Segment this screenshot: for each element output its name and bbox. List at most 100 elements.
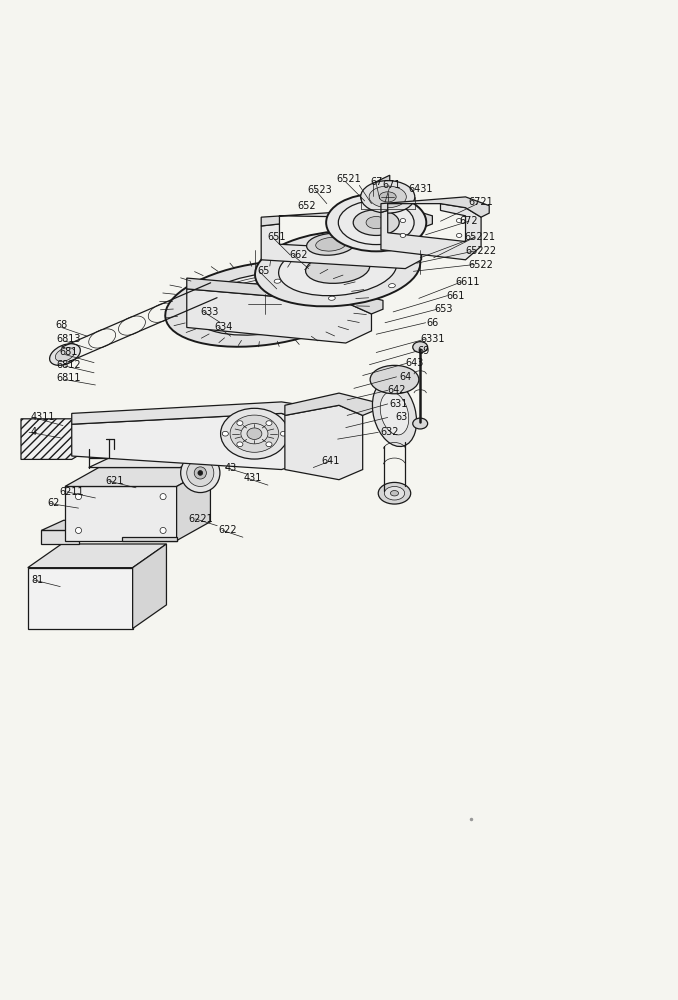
Ellipse shape — [369, 186, 406, 208]
Polygon shape — [28, 568, 133, 629]
Polygon shape — [373, 175, 390, 196]
Polygon shape — [261, 217, 422, 269]
Text: 662: 662 — [289, 250, 308, 260]
Ellipse shape — [274, 279, 281, 283]
Ellipse shape — [255, 231, 420, 306]
Ellipse shape — [281, 431, 287, 436]
Ellipse shape — [372, 380, 416, 447]
Ellipse shape — [180, 453, 220, 493]
Ellipse shape — [340, 237, 347, 241]
Text: 633: 633 — [200, 307, 218, 317]
Ellipse shape — [400, 219, 405, 223]
Polygon shape — [381, 204, 481, 260]
Ellipse shape — [165, 261, 364, 347]
Ellipse shape — [192, 272, 337, 335]
Ellipse shape — [266, 442, 272, 447]
Text: 66: 66 — [426, 318, 439, 328]
Text: 622: 622 — [218, 525, 237, 535]
Ellipse shape — [395, 254, 401, 258]
Text: 6521: 6521 — [337, 174, 361, 184]
Ellipse shape — [212, 301, 220, 309]
Text: 6522: 6522 — [468, 260, 494, 270]
Polygon shape — [89, 458, 200, 468]
Polygon shape — [200, 273, 254, 317]
Ellipse shape — [380, 392, 409, 435]
Ellipse shape — [326, 194, 426, 251]
Ellipse shape — [194, 467, 206, 479]
Text: 68: 68 — [56, 320, 68, 330]
Text: 632: 632 — [380, 427, 399, 437]
Text: 621: 621 — [105, 476, 123, 486]
Ellipse shape — [247, 428, 262, 439]
Ellipse shape — [56, 348, 75, 361]
Ellipse shape — [186, 459, 214, 486]
Polygon shape — [28, 544, 167, 568]
Ellipse shape — [280, 249, 287, 254]
Ellipse shape — [200, 280, 227, 300]
Ellipse shape — [306, 233, 355, 255]
Ellipse shape — [353, 210, 399, 235]
Text: 672: 672 — [460, 216, 478, 226]
Text: 652: 652 — [297, 201, 316, 211]
Ellipse shape — [366, 216, 386, 229]
Ellipse shape — [306, 254, 370, 283]
Text: 6221: 6221 — [188, 514, 213, 524]
Ellipse shape — [230, 415, 279, 452]
Text: 6523: 6523 — [308, 185, 332, 195]
Ellipse shape — [413, 418, 428, 429]
Polygon shape — [186, 289, 372, 343]
Polygon shape — [133, 544, 167, 629]
Ellipse shape — [391, 491, 399, 496]
Text: 6431: 6431 — [408, 184, 433, 194]
Ellipse shape — [241, 424, 268, 444]
Ellipse shape — [75, 527, 81, 533]
Ellipse shape — [400, 233, 405, 237]
Text: 634: 634 — [215, 322, 233, 332]
Ellipse shape — [160, 494, 166, 500]
Ellipse shape — [220, 408, 288, 459]
Text: 6331: 6331 — [420, 334, 445, 344]
Polygon shape — [381, 197, 490, 217]
Ellipse shape — [378, 482, 411, 504]
Polygon shape — [285, 393, 374, 415]
Polygon shape — [72, 402, 325, 424]
Ellipse shape — [279, 241, 397, 296]
Ellipse shape — [361, 181, 415, 213]
Polygon shape — [21, 419, 89, 459]
Text: 63: 63 — [395, 412, 407, 422]
Polygon shape — [72, 413, 308, 470]
Text: 62: 62 — [47, 498, 60, 508]
Text: 431: 431 — [243, 473, 262, 483]
Polygon shape — [123, 537, 176, 541]
Text: 651: 651 — [268, 232, 286, 242]
Text: 43: 43 — [224, 463, 237, 473]
Text: 631: 631 — [389, 399, 407, 409]
Text: 6811: 6811 — [56, 373, 81, 383]
Ellipse shape — [456, 233, 462, 237]
Polygon shape — [65, 468, 210, 486]
Text: 4: 4 — [30, 427, 36, 437]
Ellipse shape — [379, 192, 396, 202]
Text: 67: 67 — [370, 177, 382, 187]
Text: 69: 69 — [418, 346, 430, 356]
Ellipse shape — [413, 342, 428, 352]
Ellipse shape — [338, 201, 414, 245]
Text: 6812: 6812 — [56, 360, 81, 370]
Polygon shape — [41, 520, 101, 530]
Ellipse shape — [384, 486, 405, 500]
Text: 6211: 6211 — [60, 487, 84, 497]
Text: 6721: 6721 — [468, 197, 494, 207]
Ellipse shape — [198, 471, 203, 475]
Text: 653: 653 — [435, 304, 453, 314]
Ellipse shape — [266, 421, 272, 425]
Text: 643: 643 — [405, 358, 424, 368]
Ellipse shape — [49, 344, 81, 365]
Ellipse shape — [246, 296, 283, 312]
Ellipse shape — [75, 494, 81, 500]
Ellipse shape — [388, 284, 395, 288]
Text: 641: 641 — [321, 456, 340, 466]
Ellipse shape — [208, 296, 224, 314]
Text: 681: 681 — [59, 347, 77, 357]
Ellipse shape — [329, 296, 335, 300]
Ellipse shape — [370, 365, 419, 394]
